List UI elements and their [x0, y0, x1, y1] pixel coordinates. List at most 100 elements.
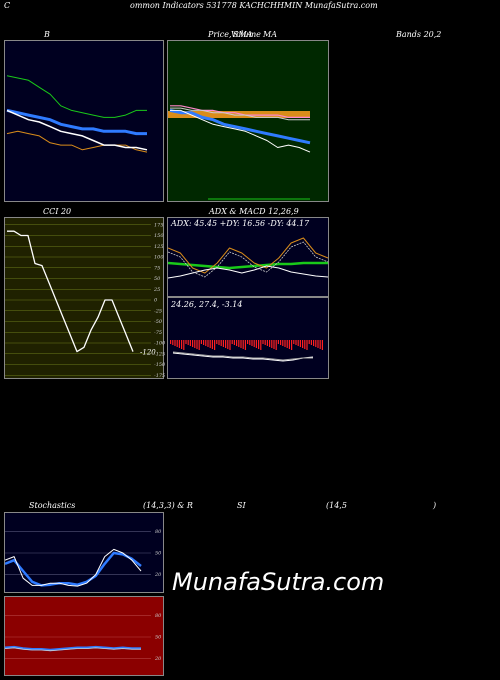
cci-panel: 175 150 125 100 75 50 25 0 -25 -50 -75 -100 -125 -150… [4, 217, 165, 379]
macd-hist-bar [214, 340, 216, 350]
macd-hist-bar [280, 340, 282, 345]
macd-hist-bar [317, 340, 319, 348]
ma-title: MA [263, 30, 277, 39]
macd-chart [170, 340, 323, 362]
macd-hist-bar [293, 340, 295, 344]
macd-hist-bar [249, 340, 251, 345]
macd-hist-bar [196, 340, 198, 349]
macd-hist-bar [269, 340, 271, 347]
macd-hist-bar [231, 340, 233, 344]
cci-tick-label: -100 [154, 341, 165, 347]
header-title: ommon Indicators 531778 KACHCHHMIN Munaf… [130, 1, 378, 10]
stoch-title-e: ) [433, 501, 437, 510]
macd-hist-bar [192, 340, 194, 347]
adx-readout: ADX: 45.45 +DY: 16.56 -DY: 44.17 [171, 219, 310, 228]
macd-hist-bar [306, 340, 308, 350]
cci-tick-label: 125 [154, 244, 164, 250]
macd-hist-bar [299, 340, 301, 347]
adx-panel: ADX: 45.45 +DY: 16.56 -DY: 44.17 [167, 217, 329, 297]
price-line [170, 109, 311, 153]
macd-hist-bar [242, 340, 244, 349]
macd-hist-bar [247, 340, 249, 344]
macd-hist-bar [273, 340, 275, 349]
macd-hist-bar [262, 340, 264, 344]
macd-hist-bar [240, 340, 242, 348]
cci-tick-label: 75 [154, 265, 160, 271]
volume-title: Volume [231, 30, 261, 39]
sma-title: SMA [233, 30, 253, 39]
macd-hist-bar [260, 340, 262, 350]
dy-dotted-line [168, 241, 329, 278]
macd-hist-bar [308, 340, 310, 344]
macd-hist-bar [319, 340, 321, 349]
macd-hist-bar [295, 340, 297, 345]
macd-hist-bar [218, 340, 220, 345]
macd-hist-bar [211, 340, 213, 349]
macd-hist-bar [282, 340, 284, 346]
bollinger-panel [4, 40, 164, 202]
watermark: MunafaSutra.com [172, 568, 385, 596]
stoch-title-a: Stochastics [29, 501, 76, 510]
ma-grey-line [170, 107, 310, 121]
price-chart [168, 105, 311, 200]
macd-hist-bar [251, 340, 253, 346]
cci-tick-label: 175 [154, 222, 164, 228]
rsi-tick-label: 20 [154, 656, 162, 662]
cci-title: CCI 20 [43, 207, 72, 216]
cci-tick-label: -150 [154, 362, 165, 368]
macd-hist-bar [170, 340, 172, 344]
stoch-title-b: (14,3,3) & R [143, 501, 193, 510]
macd-hist-bar [209, 340, 211, 348]
macd-hist-bar [271, 340, 273, 348]
bb-lower-line [6, 130, 148, 153]
macd-hist-bar [181, 340, 183, 349]
cci-tick-label: 25 [153, 287, 160, 293]
header-letter: C [4, 1, 11, 10]
macd-hist-bar [216, 340, 218, 344]
volume-band [168, 111, 310, 118]
macd-hist-bar [198, 340, 200, 350]
macd-hist-bar [291, 340, 293, 350]
stochastics-panel: 80 50 20 [4, 512, 164, 593]
macd-hist-bar [236, 340, 238, 346]
cci-tick-label: -175 [154, 373, 165, 379]
macd-hist-bar [203, 340, 205, 345]
ma-blue-line [169, 108, 311, 145]
macd-hist-bar [187, 340, 189, 345]
macd-hist-bar [176, 340, 178, 347]
rsi-panel: 80 50 20 [4, 596, 164, 676]
macd-hist-bar [238, 340, 240, 347]
macd-hist-bar [284, 340, 286, 347]
bb-upper-line [6, 75, 147, 118]
cci-chart: 175 150 125 100 75 50 25 0 -25 -50 -75 -100 -125 -150… [5, 222, 165, 379]
cci-tick-label: 0 [154, 298, 158, 304]
macd-hist-bar [266, 340, 268, 346]
cci-tick-label: -75 [154, 330, 162, 336]
macd-hist-bar [321, 340, 323, 350]
cci-last-label: -120 [140, 349, 156, 357]
bb-middle-line [6, 108, 147, 136]
macd-hist-bar [310, 340, 312, 345]
stoch-title-d: (14,5 [326, 501, 347, 510]
stoch-tick-label: 20 [154, 572, 162, 578]
cci-tick-label: -25 [154, 308, 162, 314]
macd-hist-bar [205, 340, 207, 346]
bollinger-title: B [44, 30, 50, 39]
macd-hist-bar [194, 340, 196, 348]
macd-hist-bar [227, 340, 229, 349]
macd-line [172, 352, 314, 362]
macd-readout: 24.26, 27.4, -3.14 [171, 300, 243, 309]
bollinger-chart [6, 75, 148, 153]
macd-hist-bar [183, 340, 185, 350]
macd-hist-bar [253, 340, 255, 347]
macd-hist-bar [174, 340, 176, 346]
rsi-tick-label: 80 [155, 613, 162, 619]
stoch-tick-label: 50 [155, 551, 162, 557]
stoch-title-c: SI [237, 501, 246, 510]
macd-hist-bar [222, 340, 224, 347]
macd-hist-bar [244, 340, 246, 350]
minus-dy-line [168, 237, 329, 274]
macd-hist-bar [315, 340, 317, 347]
macd-hist-bar [200, 340, 202, 344]
adx-chart [168, 237, 329, 279]
